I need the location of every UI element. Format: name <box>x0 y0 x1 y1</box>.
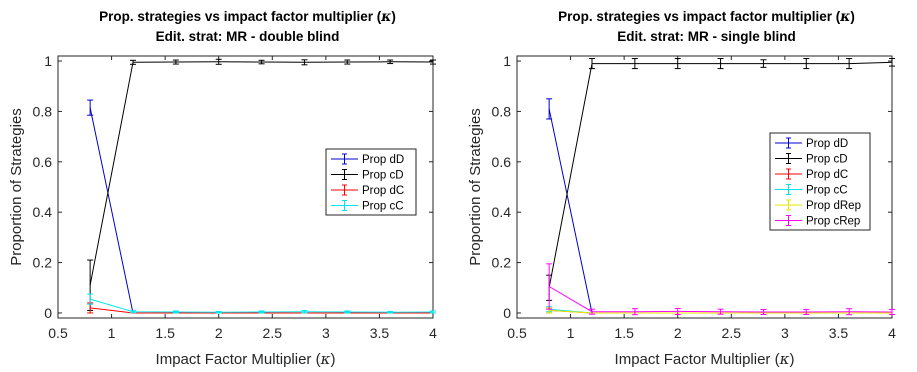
chart-subtitle: Edit. strat: MR - single blind <box>617 29 796 44</box>
plot-area-box <box>57 55 434 319</box>
legend-label: Prop cC <box>806 185 848 197</box>
legend-item: Prop cD <box>331 169 404 182</box>
x-tick-label: 4 <box>429 325 437 341</box>
legend-label: Prop cD <box>362 170 404 182</box>
y-tick-label: 0.6 <box>33 154 53 170</box>
legend-label: Prop dD <box>362 154 404 166</box>
series-line <box>89 298 434 313</box>
x-axis-paren: ) <box>330 351 335 368</box>
x-tick-label: 1.5 <box>155 325 175 341</box>
legend-box <box>769 132 871 231</box>
x-axis-kappa-symbol: κ <box>320 350 331 368</box>
y-tick-label: 1 <box>44 53 52 69</box>
x-tick-label: 3.5 <box>370 325 390 341</box>
legend-label: Prop cRep <box>806 216 860 228</box>
x-axis-label: Impact Factor Multiplier (κ) <box>615 350 795 368</box>
x-tick-label: 3.5 <box>829 325 849 341</box>
series-line <box>548 286 893 313</box>
y-axis-label: Proportion of Strategies <box>467 108 484 266</box>
x-axis-label: Impact Factor Multiplier (κ) <box>156 350 336 368</box>
legend-label: Prop dRep <box>806 200 861 212</box>
legend-item: Prop dD <box>775 137 848 150</box>
chart-subtitle: Edit. strat: MR - double blind <box>156 29 340 44</box>
x-tick-label: 2 <box>674 325 682 341</box>
y-tick-label: 0.8 <box>492 103 512 119</box>
y-tick-label: 0 <box>44 305 52 321</box>
x-axis-kappa-symbol: κ <box>779 350 790 368</box>
x-tick-label: 4 <box>888 325 896 341</box>
y-tick-label: 0.4 <box>33 204 53 220</box>
legend-item: Prop cC <box>331 200 404 213</box>
title-paren: ) <box>850 9 855 24</box>
legend-item: Prop cC <box>775 184 848 197</box>
chart-panel-single-blind: Prop. strategies vs impact factor multip… <box>459 0 917 372</box>
chart-double-blind: Prop. strategies vs impact factor multip… <box>8 9 437 368</box>
series-prop-crep <box>546 263 895 316</box>
y-tick-label: 0.2 <box>33 255 53 271</box>
x-tick-label: 1 <box>108 325 116 341</box>
y-tick-label: 0 <box>503 305 511 321</box>
legend-item: Prop cD <box>775 153 848 166</box>
legend-item: Prop dRep <box>775 199 861 212</box>
y-tick-label: 0.2 <box>492 255 512 271</box>
plot-area-box <box>516 55 893 319</box>
x-tick-label: 0.5 <box>507 325 527 341</box>
x-tick-label: 1 <box>567 325 575 341</box>
y-tick-label: 1 <box>503 53 511 69</box>
title-kappa-symbol: κ <box>380 9 391 25</box>
legend-label: Prop dC <box>806 169 848 181</box>
x-tick-label: 3 <box>322 325 330 341</box>
legend: Prop dD Prop cD Prop dC Prop cC <box>325 148 417 216</box>
x-tick-label: 2.5 <box>722 325 742 341</box>
x-tick-label: 1.5 <box>614 325 634 341</box>
x-tick-label: 0.5 <box>48 325 68 341</box>
y-tick-label: 0.8 <box>33 103 53 119</box>
legend-label: Prop dC <box>362 185 404 197</box>
x-tick-label: 3 <box>781 325 789 341</box>
x-tick-label: 2 <box>215 325 223 341</box>
chart-title: Prop. strategies vs impact factor multip… <box>99 9 396 25</box>
chart-single-blind: Prop. strategies vs impact factor multip… <box>467 9 896 368</box>
legend-item: Prop dC <box>331 184 404 197</box>
y-axis-label: Proportion of Strategies <box>8 108 25 266</box>
chart-panel-double-blind: Prop. strategies vs impact factor multip… <box>0 0 458 372</box>
title-kappa-symbol: κ <box>839 9 850 25</box>
x-tick-label: 2.5 <box>263 325 283 341</box>
series-prop-cc <box>87 293 436 314</box>
legend-item: Prop dC <box>775 168 848 181</box>
legend-label: Prop cD <box>806 154 848 166</box>
legend-label: Prop cC <box>362 201 404 213</box>
chart-title: Prop. strategies vs impact factor multip… <box>558 9 855 25</box>
legend-box <box>325 148 417 216</box>
legend: Prop dD Prop cD Prop dC Prop cC Prop dRep Pro… <box>769 132 871 231</box>
y-tick-label: 0.6 <box>492 154 512 170</box>
title-paren: ) <box>391 9 396 24</box>
legend-item: Prop dD <box>331 153 404 166</box>
x-axis-paren: ) <box>789 351 794 368</box>
series-prop-cd <box>87 58 436 311</box>
legend-label: Prop dD <box>806 138 848 150</box>
y-tick-label: 0.4 <box>492 204 512 220</box>
legend-item: Prop cRep <box>775 215 860 228</box>
